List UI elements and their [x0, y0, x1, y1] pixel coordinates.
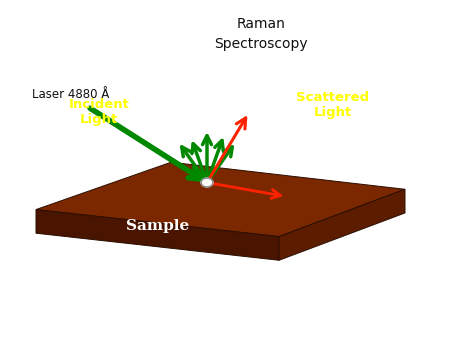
Polygon shape	[36, 210, 279, 260]
Polygon shape	[36, 162, 405, 237]
Text: Laser 4880 Å: Laser 4880 Å	[32, 88, 109, 101]
Text: Sample: Sample	[126, 219, 189, 234]
Text: Raman: Raman	[237, 17, 285, 31]
Circle shape	[201, 178, 213, 187]
Text: Incident
Light: Incident Light	[68, 98, 130, 125]
Text: Spectroscopy: Spectroscopy	[214, 37, 308, 51]
Polygon shape	[279, 189, 405, 260]
Text: Scattered
Light: Scattered Light	[297, 91, 369, 119]
